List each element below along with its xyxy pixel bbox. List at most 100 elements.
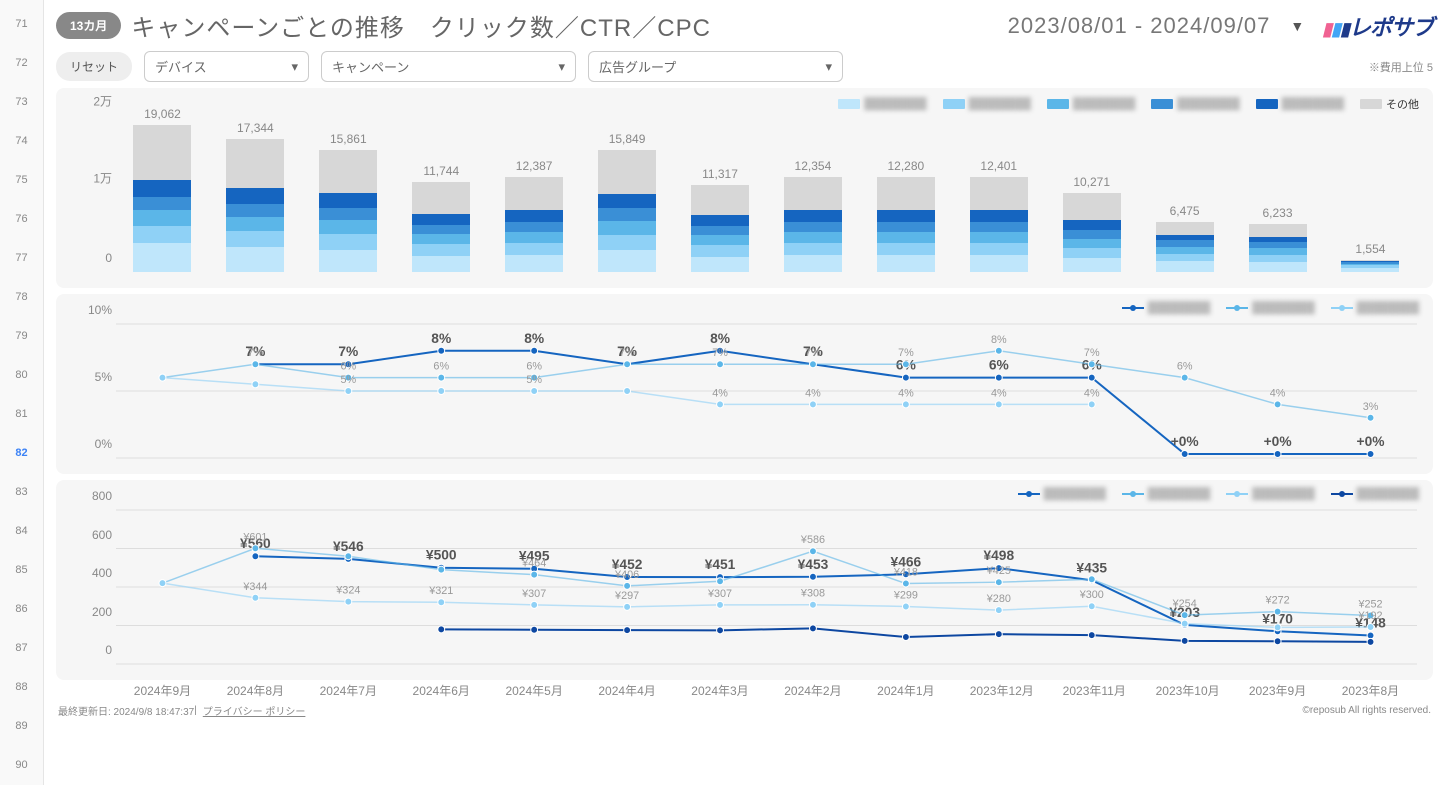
bar-group: 19,062 bbox=[133, 125, 191, 272]
logo: ▮▮▮レポサブ bbox=[1322, 10, 1433, 42]
legend-item: ████████ bbox=[1047, 98, 1135, 110]
bar-group: 15,861 bbox=[319, 150, 377, 272]
ruler-tick: 81 bbox=[0, 394, 43, 433]
cpc-legend: ████████████████████████████████ bbox=[1018, 488, 1419, 500]
svg-text:4%: 4% bbox=[898, 387, 914, 399]
svg-text:¥321: ¥321 bbox=[428, 585, 453, 597]
legend-item: ████████ bbox=[1226, 302, 1314, 314]
adgroup-select[interactable]: 広告グループ▾ bbox=[588, 51, 843, 82]
svg-text:+0%: +0% bbox=[1264, 433, 1292, 449]
ruler-tick: 85 bbox=[0, 550, 43, 589]
legend-item: ████████ bbox=[1256, 98, 1344, 110]
legend-item: ████████ bbox=[1331, 488, 1419, 500]
svg-text:+0%: +0% bbox=[1171, 433, 1199, 449]
svg-text:¥601: ¥601 bbox=[242, 531, 267, 543]
legend-item: ████████ bbox=[943, 98, 1031, 110]
privacy-link[interactable]: プライバシー ポリシー bbox=[203, 703, 306, 718]
svg-text:¥308: ¥308 bbox=[800, 588, 825, 600]
svg-text:8%: 8% bbox=[524, 330, 544, 346]
months-badge: 13カ月 bbox=[56, 12, 121, 39]
bar-group: 6,233 bbox=[1249, 224, 1307, 272]
ruler-tick: 77 bbox=[0, 238, 43, 277]
svg-text:¥272: ¥272 bbox=[1265, 595, 1290, 607]
svg-text:7%: 7% bbox=[805, 347, 821, 359]
svg-text:3%: 3% bbox=[1363, 401, 1379, 413]
svg-text:¥280: ¥280 bbox=[986, 593, 1011, 605]
svg-text:¥324: ¥324 bbox=[335, 585, 360, 597]
bar-legend: ████████ ████████ ████████ ████████ ████████… bbox=[838, 96, 1419, 112]
chevron-down-icon: ▾ bbox=[558, 59, 565, 75]
legend-item: その他 bbox=[1360, 96, 1419, 112]
svg-text:¥299: ¥299 bbox=[893, 589, 918, 601]
svg-text:8%: 8% bbox=[710, 330, 730, 346]
clicks-bar-chart: ████████ ████████ ████████ ████████ ████████… bbox=[56, 88, 1433, 288]
campaign-select[interactable]: キャンペーン▾ bbox=[321, 51, 576, 82]
reset-button[interactable]: リセット bbox=[56, 52, 132, 81]
device-select[interactable]: デバイス▾ bbox=[144, 51, 309, 82]
svg-text:7%: 7% bbox=[898, 347, 914, 359]
svg-text:¥586: ¥586 bbox=[800, 534, 825, 546]
svg-text:¥307: ¥307 bbox=[521, 588, 546, 600]
svg-text:¥307: ¥307 bbox=[707, 588, 732, 600]
ruler-tick: 80 bbox=[0, 355, 43, 394]
date-range[interactable]: 2023/08/01 - 2024/09/07 bbox=[1008, 13, 1271, 39]
ruler-tick: 89 bbox=[0, 706, 43, 745]
bar-group: 11,744 bbox=[412, 182, 470, 272]
page-title: キャンペーンごとの推移 クリック数／CTR／CPC bbox=[131, 8, 711, 43]
svg-text:4%: 4% bbox=[1270, 387, 1286, 399]
legend-item: ████████ bbox=[1122, 302, 1210, 314]
footer: 最終更新日: 2024/9/8 18:47:37 | プライバシー ポリシー ©… bbox=[56, 703, 1433, 718]
bar-group: 10,271 bbox=[1063, 193, 1121, 272]
svg-text:5%: 5% bbox=[526, 374, 542, 386]
bar-group: 12,280 bbox=[877, 177, 935, 272]
ctr-line-chart: ████████████████████████ 0%5%10% 7%7%8%8… bbox=[56, 294, 1433, 474]
svg-text:6%: 6% bbox=[1177, 361, 1193, 373]
date-dropdown-icon[interactable]: ▼ bbox=[1290, 18, 1304, 34]
svg-text:¥435: ¥435 bbox=[1076, 559, 1107, 575]
ruler-tick: 75 bbox=[0, 160, 43, 199]
svg-text:¥451: ¥451 bbox=[705, 556, 736, 572]
svg-text:7%: 7% bbox=[338, 343, 358, 359]
svg-text:6%: 6% bbox=[526, 361, 542, 373]
ruler-tick: 86 bbox=[0, 589, 43, 628]
svg-text:6%: 6% bbox=[989, 357, 1009, 373]
ruler-tick: 78 bbox=[0, 277, 43, 316]
bar-group: 12,387 bbox=[505, 177, 563, 272]
svg-text:4%: 4% bbox=[1084, 387, 1100, 399]
last-updated: 最終更新日: 2024/9/8 18:47:37 bbox=[58, 703, 194, 718]
svg-text:4%: 4% bbox=[805, 387, 821, 399]
ruler-tick: 83 bbox=[0, 472, 43, 511]
svg-text:8%: 8% bbox=[431, 330, 451, 346]
legend-item: ████████ bbox=[838, 98, 926, 110]
chevron-down-icon: ▾ bbox=[825, 59, 832, 75]
legend-item: ████████ bbox=[1122, 488, 1210, 500]
svg-text:8%: 8% bbox=[991, 334, 1007, 346]
legend-item: ████████ bbox=[1151, 98, 1239, 110]
bar-group: 6,475 bbox=[1156, 222, 1214, 272]
cpc-line-chart: ████████████████████████████████ 0200400… bbox=[56, 480, 1433, 680]
svg-text:¥498: ¥498 bbox=[983, 547, 1014, 563]
copyright: ©reposub All rights reserved. bbox=[1302, 705, 1431, 716]
ruler-tick: 76 bbox=[0, 199, 43, 238]
bar-group: 15,849 bbox=[598, 150, 656, 272]
svg-text:7%: 7% bbox=[712, 347, 728, 359]
legend-item: ████████ bbox=[1018, 488, 1106, 500]
svg-text:7%: 7% bbox=[1084, 347, 1100, 359]
bar-group: 17,344 bbox=[226, 139, 284, 272]
chevron-down-icon: ▾ bbox=[291, 59, 298, 75]
ruler-tick: 87 bbox=[0, 628, 43, 667]
svg-text:¥406: ¥406 bbox=[614, 569, 639, 581]
ruler-tick: 79 bbox=[0, 316, 43, 355]
ruler-tick: 74 bbox=[0, 121, 43, 160]
ruler-tick: 88 bbox=[0, 667, 43, 706]
ruler-tick: 71 bbox=[0, 4, 43, 43]
bar-group: 11,317 bbox=[691, 185, 749, 272]
bar-group: 1,554 bbox=[1341, 260, 1399, 272]
svg-text:6%: 6% bbox=[340, 361, 356, 373]
bar-group: 12,401 bbox=[970, 177, 1028, 272]
bar-group: 12,354 bbox=[784, 177, 842, 272]
svg-text:¥192: ¥192 bbox=[1357, 610, 1382, 622]
svg-text:¥344: ¥344 bbox=[242, 581, 267, 593]
svg-text:7%: 7% bbox=[619, 347, 635, 359]
svg-text:¥300: ¥300 bbox=[1079, 589, 1104, 601]
